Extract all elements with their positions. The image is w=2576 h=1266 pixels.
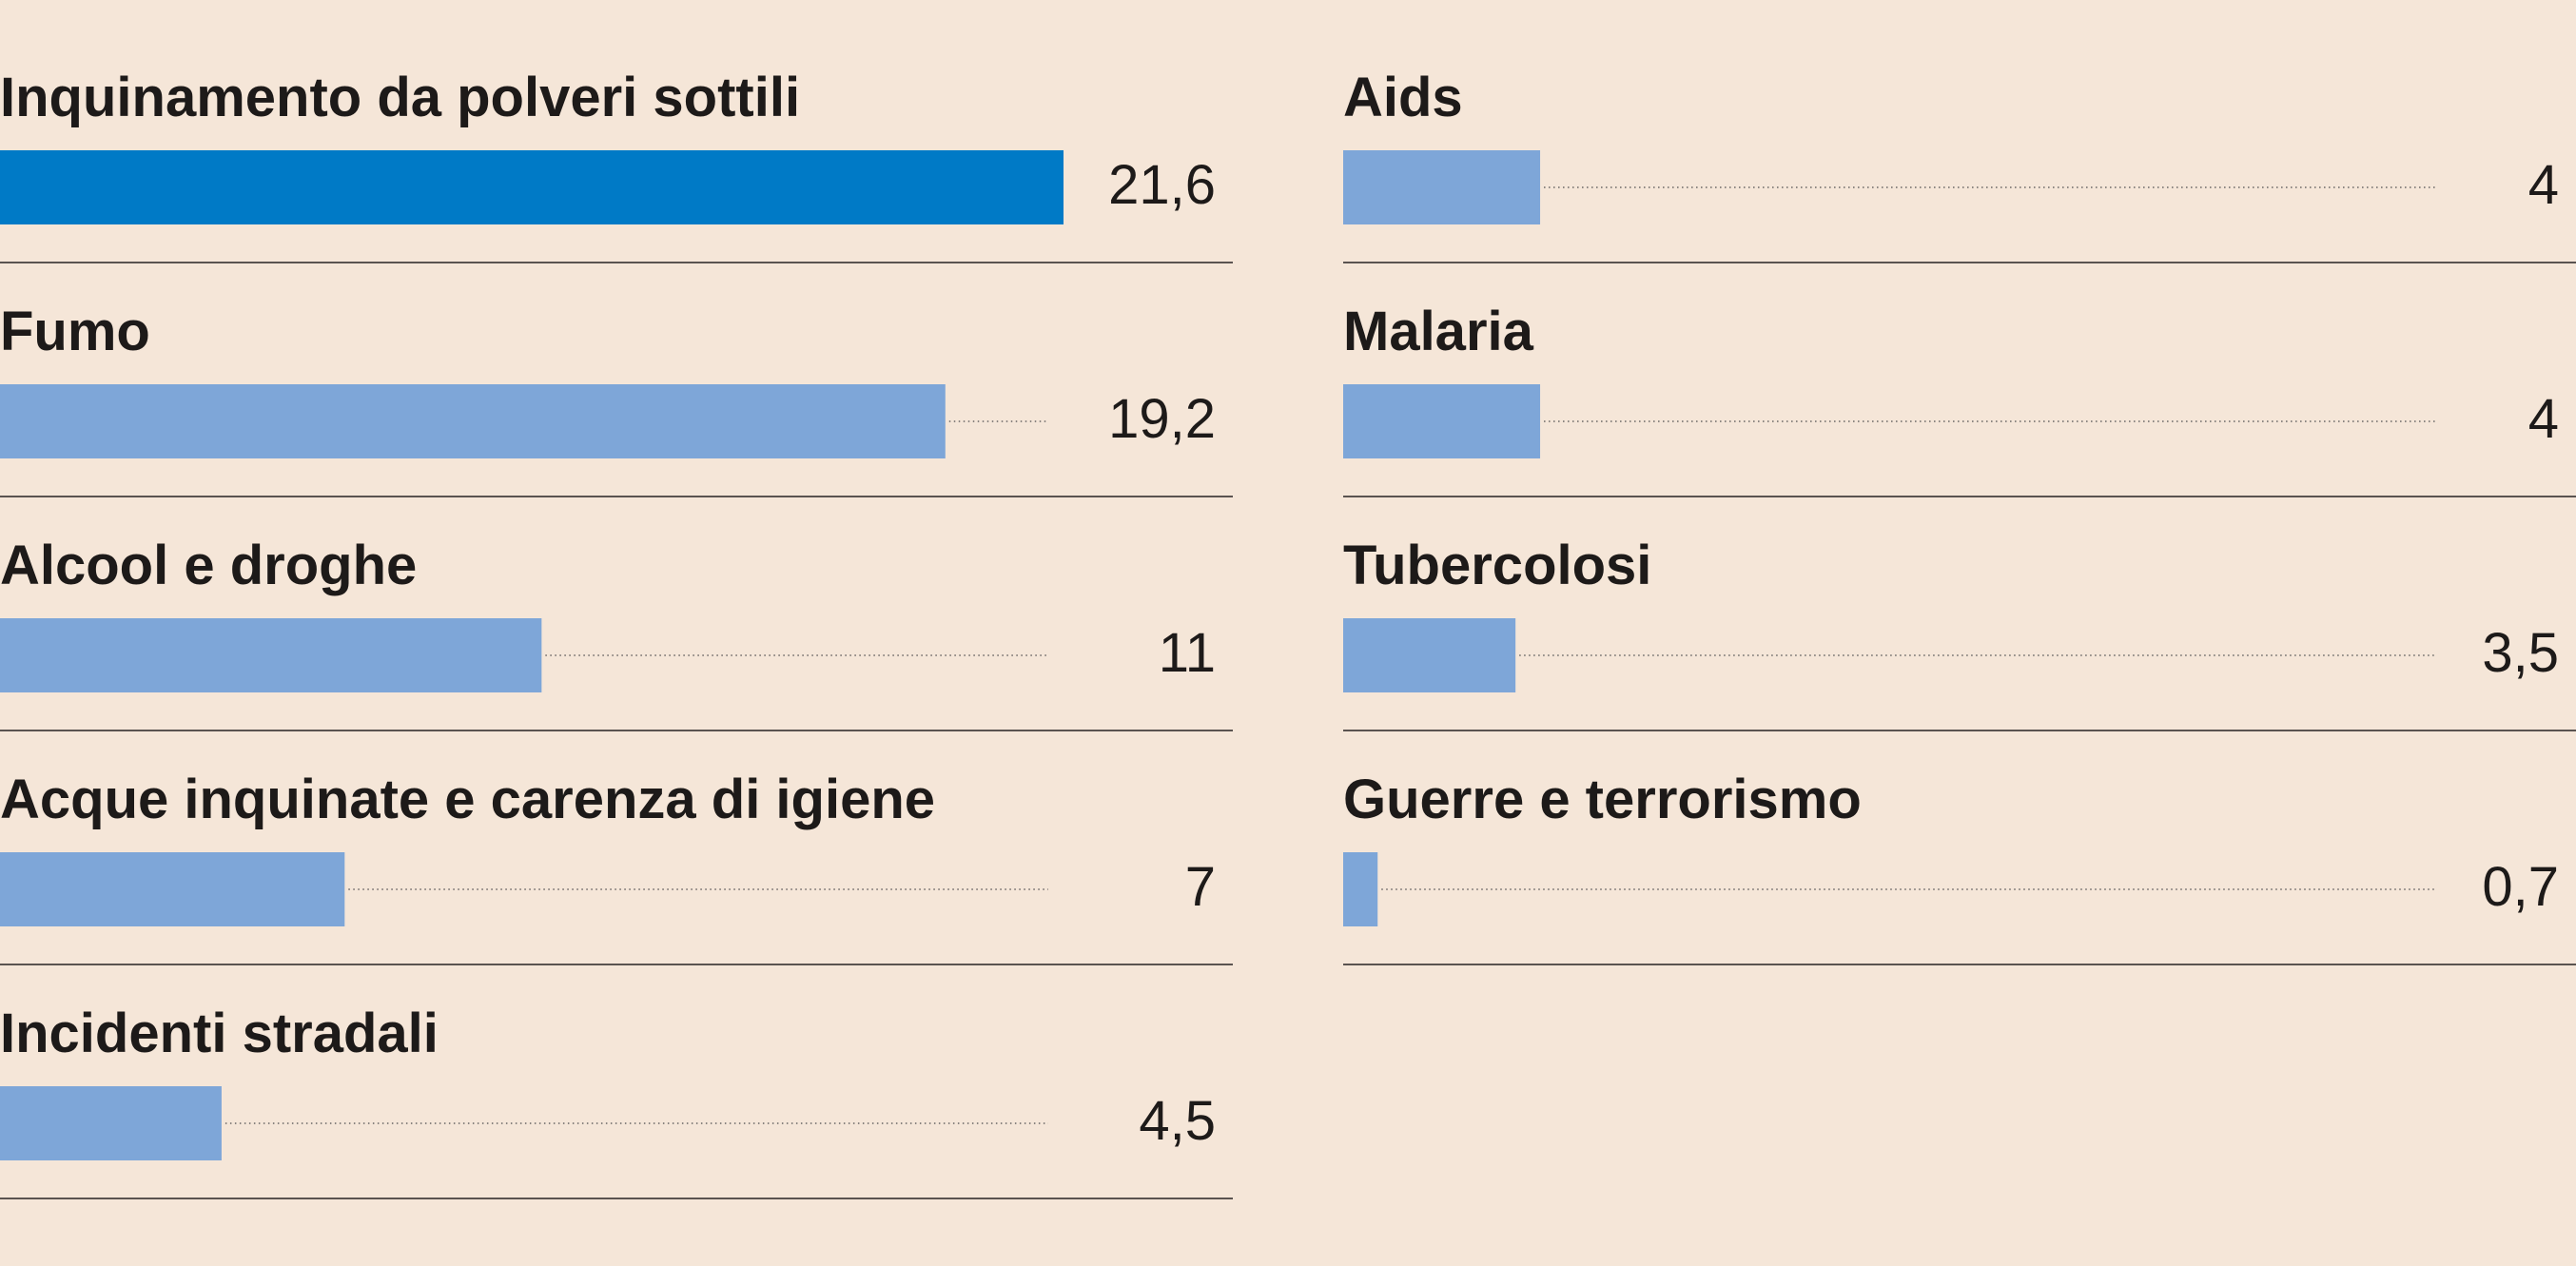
value-label: 0,7 <box>2482 856 2559 918</box>
bar-row: Tubercolosi 3,5 <box>1343 535 2576 731</box>
bar-row: Acque inquinate e carenza di igiene 7 <box>0 769 1233 965</box>
bar <box>0 150 1064 224</box>
bar <box>1343 618 1516 692</box>
category-label: Inquinamento da polveri sottili <box>0 67 800 128</box>
category-label: Alcool e droghe <box>0 535 417 596</box>
value-label: 21,6 <box>1108 154 1216 216</box>
bar-row: Aids 4 <box>1343 67 2576 263</box>
value-label: 4 <box>2528 388 2559 450</box>
value-label: 4 <box>2528 154 2559 216</box>
category-label: Guerre e terrorismo <box>1343 769 1862 830</box>
value-label: 3,5 <box>2482 622 2559 684</box>
bar <box>1343 852 1378 926</box>
bar-row: Malaria 4 <box>1343 301 2576 497</box>
bar-row: Incidenti stradali 4,5 <box>0 1003 1233 1199</box>
category-label: Incidenti stradali <box>0 1003 439 1064</box>
bar <box>0 618 542 692</box>
bar <box>1343 150 1541 224</box>
bar <box>0 1086 222 1160</box>
bar-row: Alcool e droghe 11 <box>0 535 1233 731</box>
bar-row: Guerre e terrorismo 0,7 <box>1343 769 2576 965</box>
category-label: Malaria <box>1343 301 1534 362</box>
category-label: Fumo <box>0 301 150 362</box>
value-label: 11 <box>1159 622 1216 684</box>
category-label: Acque inquinate e carenza di igiene <box>0 769 935 830</box>
chart-rows: Inquinamento da polveri sottili 21,6 Fumo 1… <box>0 67 2576 1199</box>
bar <box>1343 384 1541 458</box>
value-label: 19,2 <box>1108 388 1216 450</box>
value-label: 7 <box>1185 856 1216 918</box>
category-label: Tubercolosi <box>1343 535 1651 596</box>
bar-row: Inquinamento da polveri sottili 21,6 <box>0 67 1233 263</box>
bar <box>0 852 345 926</box>
category-label: Aids <box>1343 67 1463 128</box>
bar-row: Fumo 19,2 <box>0 301 1233 497</box>
value-label: 4,5 <box>1139 1090 1216 1152</box>
bar <box>0 384 946 458</box>
